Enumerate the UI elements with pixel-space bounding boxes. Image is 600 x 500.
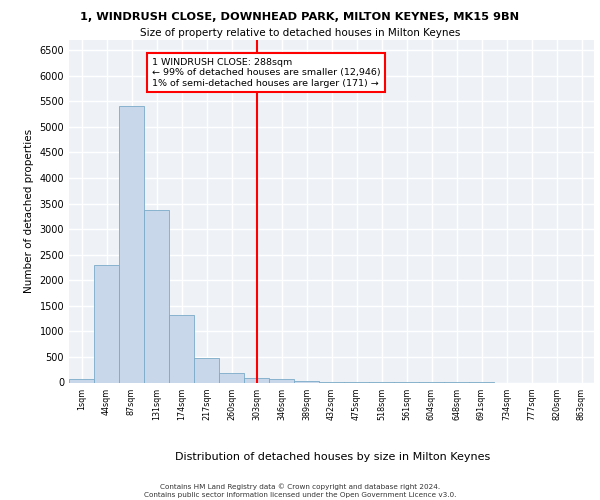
Text: Distribution of detached houses by size in Milton Keynes: Distribution of detached houses by size … bbox=[175, 452, 491, 462]
Text: 1 WINDRUSH CLOSE: 288sqm
← 99% of detached houses are smaller (12,946)
1% of sem: 1 WINDRUSH CLOSE: 288sqm ← 99% of detach… bbox=[151, 58, 380, 88]
Bar bbox=[269, 380, 294, 382]
Bar bbox=[294, 381, 319, 382]
Bar bbox=[169, 315, 194, 382]
Bar bbox=[244, 378, 269, 382]
Bar bbox=[94, 265, 119, 382]
Text: Contains HM Land Registry data © Crown copyright and database right 2024.
Contai: Contains HM Land Registry data © Crown c… bbox=[144, 484, 456, 498]
Bar bbox=[219, 373, 244, 382]
Bar bbox=[69, 379, 94, 382]
Text: Size of property relative to detached houses in Milton Keynes: Size of property relative to detached ho… bbox=[140, 28, 460, 38]
Bar bbox=[119, 106, 144, 382]
Bar bbox=[144, 210, 169, 382]
Text: 1, WINDRUSH CLOSE, DOWNHEAD PARK, MILTON KEYNES, MK15 9BN: 1, WINDRUSH CLOSE, DOWNHEAD PARK, MILTON… bbox=[80, 12, 520, 22]
Y-axis label: Number of detached properties: Number of detached properties bbox=[24, 129, 34, 294]
Bar bbox=[194, 358, 219, 382]
